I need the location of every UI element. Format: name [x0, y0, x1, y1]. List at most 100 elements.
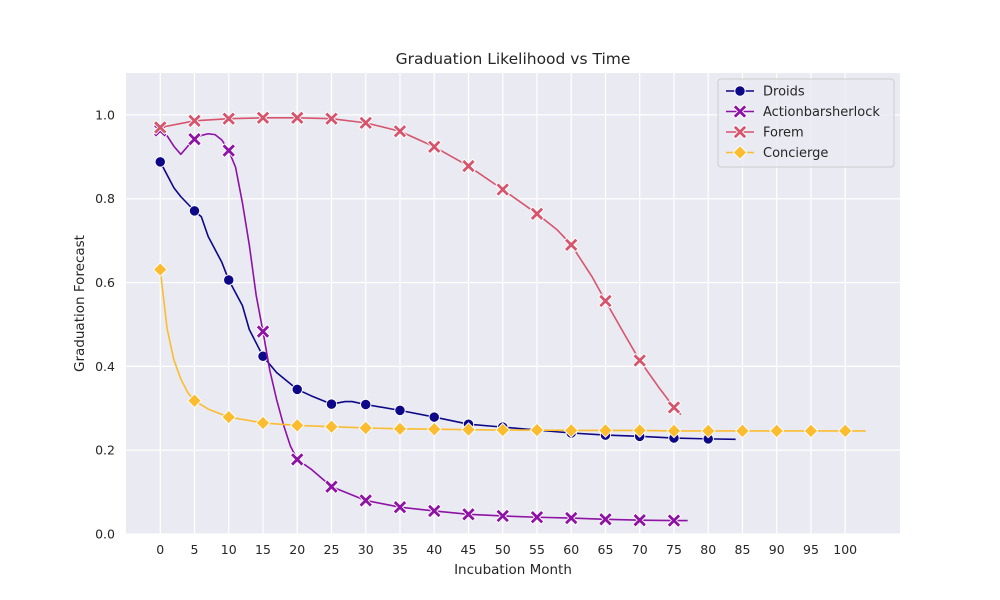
data-point-droids	[188, 205, 201, 217]
data-point-forem	[563, 237, 579, 253]
data-point-forem	[187, 113, 202, 129]
data-point-forem	[598, 293, 613, 309]
data-point-actionbarsherlock	[529, 509, 545, 525]
data-point-actionbarsherlock	[358, 493, 374, 508]
data-point-actionbarsherlock	[461, 506, 476, 522]
data-point-droids	[428, 411, 440, 423]
data-point-actionbarsherlock	[255, 324, 271, 340]
data-point-actionbarsherlock	[598, 511, 613, 527]
x-tick-label: 50	[495, 542, 511, 557]
data-point-actionbarsherlock	[666, 513, 682, 529]
series-concierge	[152, 262, 866, 439]
data-point-actionbarsherlock	[632, 512, 648, 528]
data-point-forem	[221, 111, 237, 127]
data-point-concierge	[358, 420, 374, 436]
y-axis-label: Graduation Forecast	[72, 235, 88, 372]
legend-marker-actionbarsherlock	[732, 104, 748, 119]
data-point-forem	[152, 120, 168, 135]
data-point-droids	[360, 398, 372, 411]
x-tick-label: 15	[255, 542, 271, 557]
legend-marker-concierge	[732, 145, 748, 160]
x-tick-label: 60	[563, 542, 579, 557]
data-point-droids	[154, 156, 166, 168]
data-point-forem	[461, 158, 476, 174]
data-point-concierge	[769, 423, 785, 439]
series-actionbarsherlock	[152, 122, 688, 529]
x-tick-label: 0	[156, 542, 164, 557]
legend-marker-forem	[732, 124, 748, 140]
x-tick-label: 40	[426, 542, 442, 557]
x-tick-label: 35	[392, 542, 408, 557]
x-tick-label: 5	[191, 542, 199, 557]
y-tick-label: 1.0	[95, 107, 115, 122]
data-point-forem	[324, 111, 339, 127]
x-tick-label: 80	[700, 542, 716, 557]
legend-marker-droids	[734, 85, 746, 97]
data-point-concierge	[563, 423, 579, 438]
legend-frame	[717, 78, 895, 168]
x-tick-label: 75	[666, 542, 682, 557]
data-point-droids	[223, 274, 235, 286]
data-point-forem	[632, 353, 648, 368]
x-tick-label: 45	[461, 542, 477, 557]
data-point-concierge	[735, 423, 750, 439]
x-tick-label: 85	[735, 542, 751, 557]
data-point-forem	[255, 110, 271, 126]
data-point-forem	[289, 110, 305, 126]
data-point-forem	[358, 115, 374, 131]
data-point-forem	[666, 399, 682, 415]
data-point-droids	[325, 398, 338, 410]
legend-label: Actionbarsherlock	[763, 105, 880, 120]
data-point-actionbarsherlock	[187, 131, 202, 147]
data-point-concierge	[152, 262, 168, 277]
data-point-concierge	[632, 423, 648, 438]
data-point-concierge	[221, 409, 237, 425]
data-point-forem	[529, 206, 545, 222]
x-tick-label: 95	[803, 542, 819, 557]
data-point-concierge	[837, 423, 853, 439]
legend-label: Forem	[763, 126, 804, 141]
x-tick-label: 55	[529, 542, 545, 557]
x-tick-label: 70	[632, 542, 648, 557]
legend-label: Concierge	[763, 146, 828, 161]
data-point-concierge	[700, 423, 716, 439]
y-tick-label: 0.6	[95, 275, 115, 290]
data-point-actionbarsherlock	[563, 510, 579, 526]
x-tick-label: 10	[221, 542, 237, 557]
x-axis-label: Incubation Month	[454, 562, 572, 578]
data-point-actionbarsherlock	[426, 503, 442, 519]
x-tick-label: 100	[833, 542, 857, 557]
y-tick-label: 0.0	[95, 527, 115, 542]
chart-title: Graduation Likelihood vs Time	[396, 50, 631, 68]
series-forem	[152, 110, 682, 416]
data-point-actionbarsherlock	[221, 143, 237, 158]
legend-item-concierge: Concierge	[726, 145, 828, 161]
data-point-concierge	[803, 423, 819, 439]
legend-item-actionbarsherlock: Actionbarsherlock	[726, 104, 880, 120]
data-point-droids	[257, 350, 269, 362]
data-point-concierge	[666, 423, 682, 439]
data-point-forem	[426, 139, 442, 155]
data-point-droids	[291, 383, 303, 396]
data-point-concierge	[529, 422, 545, 438]
data-point-droids	[394, 404, 406, 417]
series-line-concierge	[159, 269, 866, 432]
x-tick-label: 25	[324, 542, 340, 557]
legend-item-forem: Forem	[726, 124, 804, 141]
legend-item-droids: Droids	[726, 85, 805, 100]
data-point-forem	[495, 182, 511, 197]
data-point-concierge	[324, 419, 339, 435]
data-point-concierge	[598, 423, 613, 438]
x-tick-label: 90	[769, 542, 785, 557]
data-point-forem	[392, 123, 408, 139]
x-tick-label: 30	[358, 542, 374, 557]
data-point-concierge	[461, 422, 476, 438]
data-point-actionbarsherlock	[324, 479, 339, 495]
data-point-actionbarsherlock	[289, 451, 305, 467]
data-point-concierge	[426, 421, 442, 437]
y-tick-label: 0.8	[95, 191, 115, 206]
series-layer	[152, 110, 866, 529]
x-tick-label: 65	[598, 542, 614, 557]
axes-layer: 0 5 10 15 20 25 30 35 40 45 50 55 60 65 70 75 80 85 90 95 10…	[95, 107, 857, 557]
